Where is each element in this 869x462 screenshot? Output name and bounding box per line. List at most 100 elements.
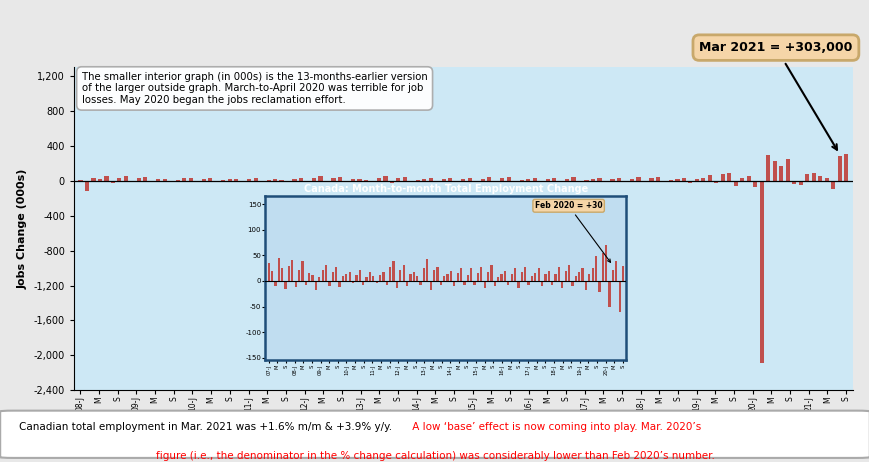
Bar <box>104 176 109 181</box>
Bar <box>591 268 593 281</box>
Bar <box>476 273 479 281</box>
Bar <box>681 178 686 181</box>
Bar <box>379 275 381 281</box>
Bar <box>383 176 387 181</box>
Bar <box>726 173 731 181</box>
Bar <box>292 179 296 181</box>
Bar <box>468 178 471 181</box>
Bar <box>785 159 789 181</box>
Bar <box>507 281 509 285</box>
Bar <box>523 267 526 281</box>
Bar <box>195 181 199 182</box>
Text: A low ‘base’ effect is now coming into play. Mar. 2020’s: A low ‘base’ effect is now coming into p… <box>409 421 701 432</box>
Bar <box>337 177 342 181</box>
Bar <box>506 177 510 181</box>
Bar <box>473 281 475 285</box>
Bar <box>629 179 634 181</box>
Bar <box>564 271 566 281</box>
Bar <box>557 267 560 281</box>
Bar <box>668 180 673 181</box>
Bar <box>402 177 407 181</box>
Bar <box>350 179 355 181</box>
Bar <box>399 270 401 281</box>
Bar <box>441 179 446 181</box>
Bar <box>594 256 596 281</box>
Bar <box>324 181 328 182</box>
Bar <box>335 267 337 281</box>
Bar <box>91 178 96 181</box>
Bar <box>156 179 160 181</box>
Bar <box>597 178 601 181</box>
Bar <box>299 178 302 181</box>
Bar <box>318 277 320 281</box>
Bar <box>419 281 421 285</box>
Bar <box>493 281 495 286</box>
Bar <box>759 181 763 363</box>
Bar <box>446 274 448 281</box>
Bar <box>496 277 499 281</box>
Bar <box>448 178 452 181</box>
Bar <box>607 281 610 307</box>
Bar <box>301 261 303 281</box>
Bar <box>530 276 533 281</box>
Bar <box>434 181 439 182</box>
Bar <box>547 271 549 281</box>
Bar <box>461 179 465 181</box>
Text: Mar 2021 = +303,000: Mar 2021 = +303,000 <box>699 41 852 150</box>
Bar <box>291 261 293 281</box>
Bar <box>753 181 757 187</box>
Bar <box>519 180 523 181</box>
Bar <box>449 271 452 281</box>
Bar <box>279 180 283 181</box>
Bar <box>590 179 594 181</box>
Bar <box>521 272 522 281</box>
Bar <box>415 276 418 281</box>
Bar <box>720 174 724 181</box>
Bar <box>642 181 647 182</box>
Bar <box>372 276 374 281</box>
Y-axis label: Jobs Change (000s): Jobs Change (000s) <box>18 169 28 289</box>
Bar <box>603 181 607 182</box>
Bar <box>510 274 512 281</box>
Bar <box>315 281 316 290</box>
Bar <box>526 179 530 181</box>
Bar <box>344 181 348 182</box>
Text: The smaller interior graph (in 000s) is the 13-months-earlier version
of the lar: The smaller interior graph (in 000s) is … <box>82 72 427 105</box>
Bar <box>422 268 425 281</box>
Bar <box>308 273 310 281</box>
Bar <box>352 281 354 284</box>
Bar <box>545 179 549 181</box>
Bar <box>215 181 219 182</box>
Bar <box>561 281 563 288</box>
Bar <box>517 281 519 288</box>
Bar <box>500 274 502 281</box>
Bar <box>123 176 128 181</box>
Bar <box>284 281 287 289</box>
Bar <box>611 270 614 281</box>
Bar <box>84 181 89 191</box>
Bar <box>490 265 492 281</box>
Bar <box>182 178 186 181</box>
Bar <box>541 281 542 286</box>
Text: Feb 2020 = +30: Feb 2020 = +30 <box>534 201 610 262</box>
Bar <box>439 281 441 285</box>
Bar <box>483 281 485 288</box>
Bar <box>584 180 588 181</box>
Bar <box>580 268 583 281</box>
Bar <box>406 281 408 286</box>
Bar <box>554 274 556 281</box>
Bar <box>342 276 343 281</box>
Bar <box>614 261 617 281</box>
Bar <box>487 177 491 181</box>
Bar <box>687 181 692 182</box>
Bar <box>273 179 277 181</box>
Bar <box>117 177 122 181</box>
Bar <box>700 178 705 181</box>
Bar <box>824 178 828 181</box>
Bar <box>358 270 361 281</box>
Bar <box>713 181 718 183</box>
Bar <box>567 265 569 281</box>
Bar <box>534 273 536 281</box>
Bar <box>587 274 590 281</box>
Bar <box>270 271 273 281</box>
